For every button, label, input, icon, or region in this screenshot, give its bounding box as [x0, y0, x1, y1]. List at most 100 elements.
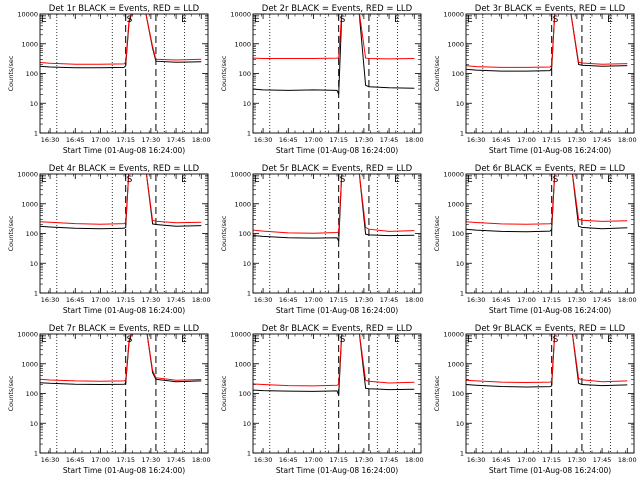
panel-title: Det 2r BLACK = Events, RED = LLD: [262, 4, 413, 14]
start-marker-label: S: [127, 175, 133, 185]
plot-frame: [465, 333, 635, 454]
x-tick-label: 17:00: [517, 456, 536, 464]
x-tick-label: 17:00: [304, 456, 323, 464]
end-marker-label: E: [394, 335, 400, 345]
start-marker-label: S: [553, 335, 559, 345]
x-tick-label: 18:00: [405, 136, 424, 144]
lld-series-line: [40, 334, 202, 382]
lld-series-line: [466, 174, 628, 225]
x-tick-label: 17:15: [542, 456, 561, 464]
x-tick-label: 16:45: [279, 296, 298, 304]
y-tick-label: 10000: [17, 171, 38, 179]
lld-series-line: [40, 174, 202, 225]
left-edge-marker-label: E: [41, 15, 47, 25]
x-tick-label: 17:45: [593, 136, 612, 144]
plot-frame: [39, 13, 209, 134]
x-tick-label: 16:30: [254, 456, 273, 464]
x-axis-label: Start Time (01-Aug-08 16:24:00): [276, 146, 398, 155]
panel-title: Det 4r BLACK = Events, RED = LLD: [49, 164, 200, 174]
lld-series-line: [466, 334, 628, 384]
detector-panel: Det 8r BLACK = Events, RED = LLD Counts/s…: [220, 324, 424, 475]
y-axis-label: Counts/sec: [7, 55, 15, 91]
plot-frame: [252, 13, 422, 134]
x-tick-label: 16:45: [279, 136, 298, 144]
y-tick-label: 100: [239, 390, 251, 398]
x-tick-label: 17:30: [568, 296, 587, 304]
y-tick-label: 10000: [230, 331, 251, 339]
x-axis-label: Start Time (01-Aug-08 16:24:00): [489, 466, 611, 475]
x-tick-label: 17:45: [380, 296, 399, 304]
y-axis-label: Counts/sec: [220, 375, 228, 411]
y-tick-label: 10000: [443, 171, 464, 179]
y-tick-label: 10: [243, 420, 251, 428]
y-tick-label: 1000: [447, 40, 464, 48]
x-tick-label: 17:45: [593, 296, 612, 304]
x-axis-label: Start Time (01-Aug-08 16:24:00): [276, 306, 398, 315]
y-tick-label: 100: [452, 230, 464, 238]
detector-panel: Det 4r BLACK = Events, RED = LLD Counts/s…: [7, 164, 211, 315]
left-edge-marker-label: E: [467, 335, 473, 345]
x-tick-label: 16:30: [41, 136, 60, 144]
start-marker-label: S: [127, 15, 133, 25]
x-tick-label: 17:30: [355, 136, 374, 144]
y-tick-label: 10: [456, 100, 464, 108]
x-tick-label: 16:45: [492, 456, 511, 464]
x-tick-label: 17:15: [542, 136, 561, 144]
y-tick-label: 1: [247, 290, 251, 298]
start-marker-label: S: [553, 175, 559, 185]
y-tick-label: 10: [456, 260, 464, 268]
y-axis-label: Counts/sec: [7, 375, 15, 411]
x-tick-label: 16:30: [467, 456, 486, 464]
y-tick-label: 10000: [17, 11, 38, 19]
left-edge-marker-label: E: [467, 15, 473, 25]
left-edge-marker-label: E: [254, 15, 260, 25]
y-tick-label: 1000: [447, 200, 464, 208]
x-axis-label: Start Time (01-Aug-08 16:24:00): [276, 466, 398, 475]
plot-frame: [39, 173, 209, 294]
y-axis-label: Counts/sec: [433, 375, 441, 411]
x-tick-label: 17:15: [116, 456, 135, 464]
x-tick-label: 17:45: [380, 456, 399, 464]
x-tick-label: 17:45: [167, 136, 186, 144]
x-tick-label: 17:30: [568, 456, 587, 464]
y-tick-label: 10: [30, 260, 38, 268]
y-tick-label: 1: [460, 450, 464, 458]
detector-panel: Det 7r BLACK = Events, RED = LLD Counts/s…: [7, 324, 211, 475]
x-tick-label: 17:45: [593, 456, 612, 464]
left-edge-marker-label: E: [254, 335, 260, 345]
y-tick-label: 10: [30, 420, 38, 428]
x-tick-label: 17:00: [91, 456, 110, 464]
left-edge-marker-label: E: [467, 175, 473, 185]
lld-series-line: [253, 14, 415, 60]
lld-series-line: [253, 334, 415, 387]
y-tick-label: 100: [452, 390, 464, 398]
detector-panel: Det 3r BLACK = Events, RED = LLD Counts/s…: [433, 4, 637, 155]
detector-panel: Det 5r BLACK = Events, RED = LLD Counts/s…: [220, 164, 424, 315]
x-tick-label: 16:30: [467, 296, 486, 304]
left-edge-marker-label: E: [254, 175, 260, 185]
y-axis-label: Counts/sec: [220, 215, 228, 251]
y-tick-label: 1000: [447, 360, 464, 368]
left-edge-marker-label: E: [41, 175, 47, 185]
plot-frame: [39, 333, 209, 454]
panel-title: Det 5r BLACK = Events, RED = LLD: [262, 164, 413, 174]
end-marker-label: E: [394, 15, 400, 25]
x-tick-label: 18:00: [192, 456, 211, 464]
y-tick-label: 10: [243, 100, 251, 108]
y-tick-label: 100: [239, 70, 251, 78]
start-marker-label: S: [127, 335, 133, 345]
x-tick-label: 17:00: [91, 136, 110, 144]
y-tick-label: 10000: [443, 331, 464, 339]
x-tick-label: 17:00: [91, 296, 110, 304]
x-tick-label: 17:00: [517, 136, 536, 144]
panel-title: Det 6r BLACK = Events, RED = LLD: [475, 164, 626, 174]
x-tick-label: 17:00: [304, 136, 323, 144]
panel-title: Det 1r BLACK = Events, RED = LLD: [49, 4, 200, 14]
y-tick-label: 100: [239, 230, 251, 238]
x-tick-label: 17:15: [116, 136, 135, 144]
x-axis-label: Start Time (01-Aug-08 16:24:00): [489, 146, 611, 155]
y-tick-label: 10: [243, 260, 251, 268]
x-axis-label: Start Time (01-Aug-08 16:24:00): [489, 306, 611, 315]
y-axis-label: Counts/sec: [433, 215, 441, 251]
